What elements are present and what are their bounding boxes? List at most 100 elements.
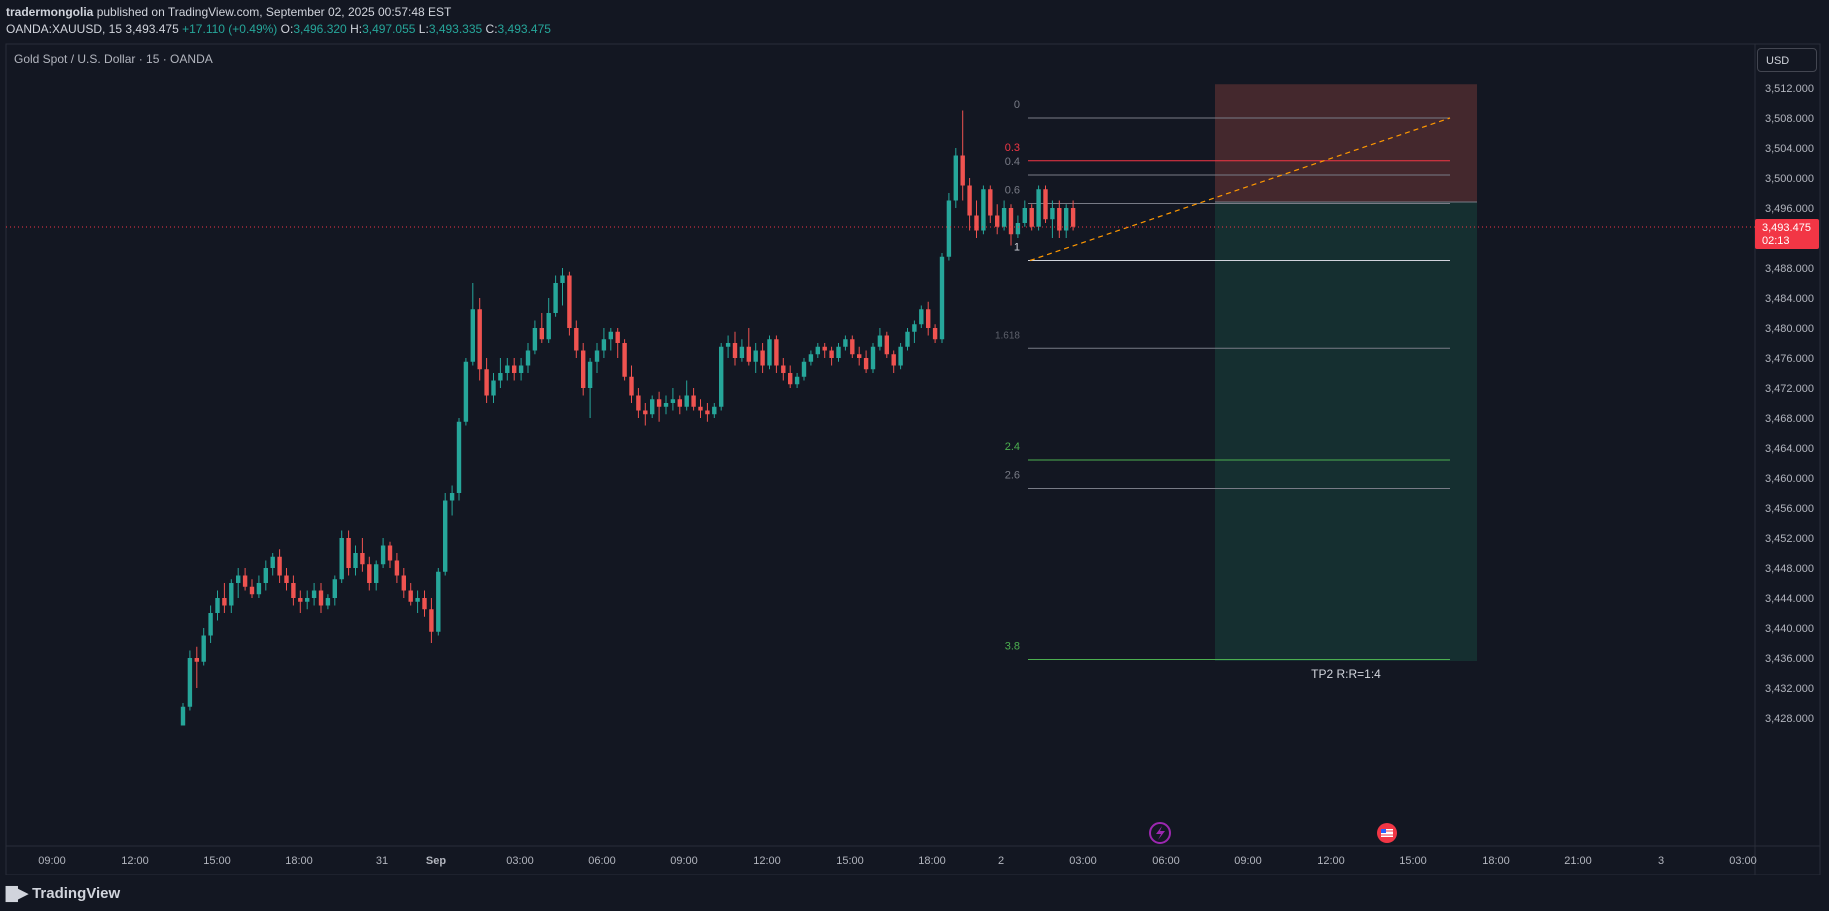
candle-body [698, 406, 703, 411]
candle [318, 583, 324, 613]
candle-body [277, 556, 282, 576]
brand-name: TradingView [32, 885, 121, 902]
footer [0, 875, 1829, 911]
candle-body [436, 571, 441, 632]
candle [739, 339, 745, 362]
candle-body [926, 309, 931, 328]
candle-body [229, 583, 234, 606]
y-tick-label: 3,460.000 [1765, 473, 1814, 485]
candle [753, 343, 758, 373]
candle-body [525, 350, 531, 366]
candle-body [567, 275, 572, 328]
candle [518, 358, 524, 381]
candle-body [298, 598, 303, 602]
candle-body [1050, 208, 1055, 220]
candle-body [360, 553, 365, 565]
candle-body [594, 350, 600, 362]
candle-body [242, 575, 248, 587]
candle-body [546, 313, 551, 340]
candle [884, 331, 889, 358]
candle-body [456, 421, 462, 493]
x-tick-label: 09:00 [670, 855, 698, 867]
candle [919, 305, 924, 328]
candle [491, 373, 496, 403]
candle-body [374, 564, 379, 583]
candle-body [677, 399, 682, 407]
candle [263, 560, 268, 591]
candle [981, 185, 986, 235]
candle-body [463, 361, 469, 422]
y-tick-label: 3,448.000 [1765, 563, 1814, 575]
candle-body [215, 598, 220, 613]
candle-body [332, 579, 337, 598]
candle [843, 335, 848, 351]
us-flag-event-icon[interactable] [1377, 823, 1397, 843]
symbol-name[interactable]: OANDA:XAUUSD, 15 [6, 22, 123, 36]
y-tick-label: 3,488.000 [1765, 263, 1814, 275]
candle [725, 335, 731, 358]
candle-body [946, 200, 952, 257]
chart-border [5, 43, 1821, 875]
candle-body [305, 598, 310, 602]
candle [974, 200, 979, 238]
candle [781, 358, 786, 381]
candle [270, 553, 275, 576]
candle [898, 343, 903, 370]
author-name[interactable]: tradermongolia [6, 5, 94, 19]
candle [967, 178, 972, 231]
candle-body [981, 189, 986, 231]
dividend-event-icon[interactable] [1149, 822, 1171, 844]
candle [1064, 204, 1069, 238]
candle-body [491, 380, 496, 396]
candle-body [767, 339, 772, 366]
tradingview-logo[interactable]: ▇▶ TradingView [6, 884, 120, 902]
price-change: +17.110 (+0.49%) [182, 22, 278, 36]
price-chart[interactable]: TP2 R:R=1:4 0 0.3 0.4 0.6 1 2.4 2.6 3.8 1.618 3,… [0, 0, 1829, 875]
candle-body [187, 658, 193, 707]
candle-body [974, 215, 979, 231]
candle-body [719, 346, 724, 407]
x-tick-label: 09:00 [38, 855, 66, 867]
candle [256, 575, 262, 598]
candle [546, 298, 551, 343]
candle-body [484, 369, 489, 396]
candle-body [995, 215, 1000, 227]
candle [229, 579, 234, 613]
candle [836, 343, 841, 362]
x-tick-label: 03:00 [1069, 855, 1097, 867]
candle [663, 395, 669, 415]
candle-body [339, 538, 344, 580]
candle [449, 485, 455, 516]
candle-body [739, 346, 745, 358]
x-tick-label: Sep [426, 855, 446, 867]
open-value: 3,496.320 [293, 22, 347, 36]
candle [1001, 200, 1007, 231]
close-value: 3,493.475 [497, 22, 551, 36]
x-tick-label: 15:00 [836, 855, 864, 867]
candle-body [270, 556, 275, 568]
candle-body [256, 583, 262, 595]
candle-body [732, 343, 738, 358]
last-price: 3,493.475 [125, 22, 179, 36]
candle [774, 335, 779, 373]
y-tick-label: 3,468.000 [1765, 413, 1814, 425]
currency-button[interactable]: USD [1757, 48, 1817, 72]
candle [560, 268, 565, 306]
candle [298, 590, 303, 613]
candle-body [850, 339, 855, 355]
x-tick-label: 15:00 [203, 855, 231, 867]
candle-body [222, 598, 227, 606]
candle-body [422, 598, 427, 610]
candle-body [960, 155, 965, 186]
candle-body [622, 343, 627, 377]
candle [601, 328, 607, 358]
candle [180, 703, 186, 726]
candle [643, 403, 648, 426]
candle-body [574, 328, 579, 351]
low-value: 3,493.335 [428, 22, 483, 36]
candle-body [291, 583, 296, 598]
candle [387, 541, 393, 568]
y-tick-label: 3,452.000 [1765, 533, 1814, 545]
candle-body [539, 328, 544, 340]
candle [525, 343, 531, 373]
